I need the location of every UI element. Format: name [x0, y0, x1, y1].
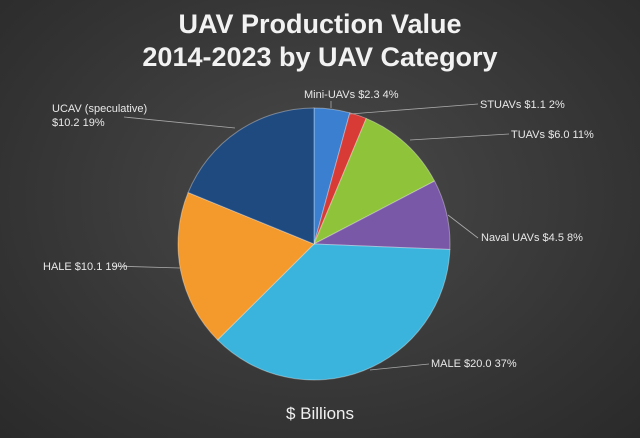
leader-line [111, 265, 181, 269]
chart-title-line2: 2014-2023 by UAV Category [142, 42, 497, 72]
pie-slice-male [216, 243, 451, 381]
pie-slice-hale [177, 191, 315, 341]
leader-line [369, 363, 430, 371]
label-stuavs: STUAVs $1.1 2% [480, 99, 565, 111]
leader-line [123, 116, 236, 129]
pie-slice-tuavs [313, 117, 436, 246]
unit-label: $ Billions [286, 404, 354, 423]
pie-slice-stuavs [313, 112, 367, 245]
leader-line [447, 214, 479, 239]
label-mini-uavs: Mini-UAVs $2.3 4% [304, 89, 399, 101]
label-ucav-line2: $10.2 19% [52, 117, 105, 129]
chart-title-line1: UAV Production Value [178, 9, 461, 39]
label-ucav-line1: UCAV (speculative) [52, 103, 147, 115]
leader-line [409, 133, 510, 141]
leader-line [349, 103, 479, 115]
pie-slice-ucav-speculative [187, 107, 315, 245]
label-male: MALE $20.0 37% [431, 358, 517, 370]
label-hale: HALE $10.1 19% [43, 261, 128, 273]
label-tuavs: TUAVs $6.0 11% [511, 129, 594, 141]
label-naval-uavs: Naval UAVs $4.5 8% [481, 232, 583, 244]
pie-slice-naval-uavs [312, 180, 451, 251]
pie-slice-mini-uavs [313, 107, 351, 245]
